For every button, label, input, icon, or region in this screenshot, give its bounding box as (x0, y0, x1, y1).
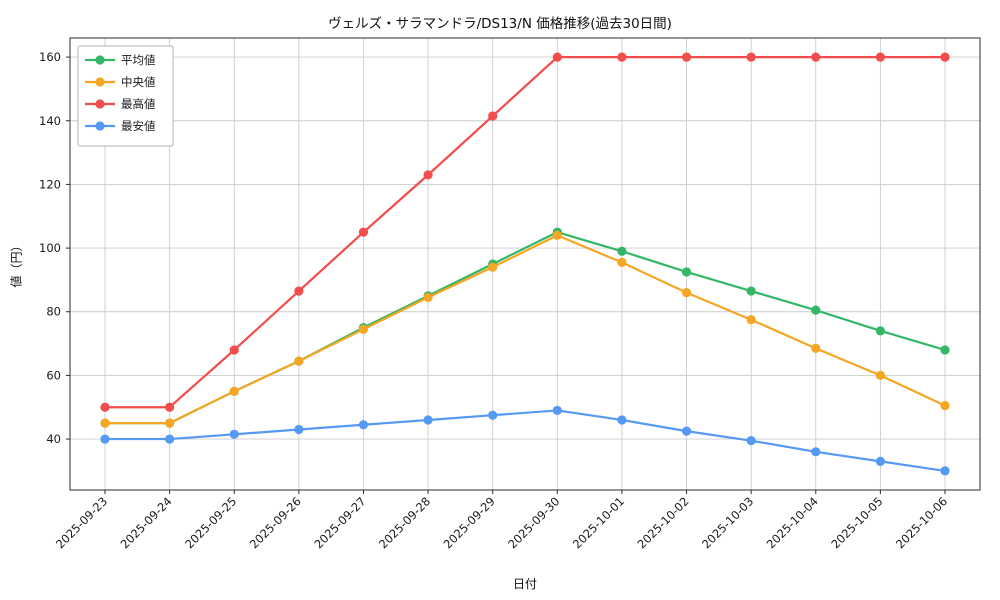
legend-label-average: 平均値 (121, 53, 156, 67)
y-tick-label: 100 (39, 241, 61, 255)
x-tick-label: 2025-10-05 (828, 494, 885, 551)
chart-title: ヴェルズ・サラマンドラ/DS13/N 価格推移(過去30日間) (328, 16, 672, 32)
data-point-median (875, 370, 885, 381)
legend-marker-average (95, 55, 105, 65)
x-tick-label: 2025-10-02 (634, 494, 691, 551)
x-tick-label: 2025-09-30 (505, 494, 562, 551)
data-point-average (746, 286, 756, 296)
data-point-max (488, 111, 498, 121)
data-point-min (617, 415, 627, 425)
series-min (100, 405, 950, 476)
data-point-min (294, 424, 304, 435)
data-point-median (552, 230, 562, 240)
series-line-median (103, 234, 947, 425)
data-point-max (681, 52, 692, 62)
plot-border (69, 37, 981, 491)
x-tick-label: 2025-09-28 (376, 494, 433, 551)
data-point-max (423, 170, 433, 180)
legend-label-median: 中央値 (121, 75, 156, 89)
data-point-min (165, 434, 175, 444)
data-point-median (681, 288, 692, 298)
x-tick-label: 2025-09-27 (311, 494, 368, 551)
data-point-min (746, 436, 756, 446)
y-tick-label: 80 (46, 305, 61, 319)
legend-marker-max (95, 99, 105, 109)
x-tick-label: 2025-09-26 (247, 494, 304, 551)
grid (70, 38, 980, 490)
data-point-average (940, 345, 950, 355)
y-tick-label: 60 (46, 368, 61, 382)
data-point-median (811, 343, 821, 353)
data-point-min (488, 410, 498, 420)
data-point-max (811, 52, 821, 62)
legend-marker-median (95, 77, 105, 87)
data-point-min (681, 426, 692, 436)
data-point-min (875, 456, 885, 466)
data-point-median (100, 418, 110, 428)
data-point-max (165, 402, 175, 412)
data-point-min (100, 434, 110, 444)
data-point-max (940, 52, 950, 62)
legend-marker-min (95, 121, 105, 131)
data-point-max (875, 52, 885, 62)
x-tick-label: 2025-10-06 (893, 494, 950, 551)
data-point-min (358, 420, 369, 430)
y-tick-label: 40 (46, 432, 61, 446)
series-median (100, 230, 950, 428)
x-tick-label: 2025-09-24 (118, 494, 175, 551)
data-point-max (100, 402, 110, 412)
data-point-max (229, 345, 239, 355)
data-point-max (617, 52, 627, 62)
legend-box (77, 45, 174, 147)
y-axis-label: 値（円） (9, 239, 24, 288)
data-point-min (552, 405, 562, 416)
data-point-median (294, 356, 304, 366)
y-tick-label: 120 (39, 177, 61, 191)
x-tick-label: 2025-09-23 (53, 494, 110, 551)
data-point-median (229, 386, 239, 396)
x-tick-label: 2025-10-03 (699, 494, 756, 551)
data-point-average (617, 246, 627, 256)
data-point-max (294, 286, 304, 296)
data-point-max (746, 52, 756, 62)
series-max (100, 52, 950, 412)
series-average (100, 227, 950, 428)
x-tick-label: 2025-09-25 (182, 494, 239, 551)
data-point-median (488, 262, 498, 272)
y-tick-label: 160 (39, 50, 61, 64)
data-point-min (229, 429, 239, 439)
data-point-median (617, 257, 627, 268)
y-tick-label: 140 (39, 114, 61, 128)
legend-label-max: 最高値 (121, 97, 156, 111)
data-point-median (746, 315, 756, 325)
legend-label-min: 最安値 (121, 119, 156, 133)
data-point-median (358, 324, 369, 334)
data-point-median (423, 292, 433, 303)
data-point-max (358, 227, 369, 237)
data-point-max (552, 52, 562, 62)
data-point-median (165, 418, 175, 428)
x-tick-label: 2025-09-29 (441, 494, 498, 551)
series-line-min (103, 409, 947, 473)
data-point-median (940, 401, 950, 411)
data-point-min (811, 447, 821, 457)
data-point-min (940, 466, 950, 476)
data-point-average (811, 305, 821, 315)
x-tick-label: 2025-10-01 (570, 494, 627, 551)
x-tick-label: 2025-10-04 (764, 494, 821, 551)
x-axis-label: 日付 (512, 577, 537, 591)
data-point-min (423, 415, 433, 425)
data-point-average (875, 326, 885, 336)
data-point-average (681, 267, 692, 277)
series-line-max (103, 55, 947, 409)
